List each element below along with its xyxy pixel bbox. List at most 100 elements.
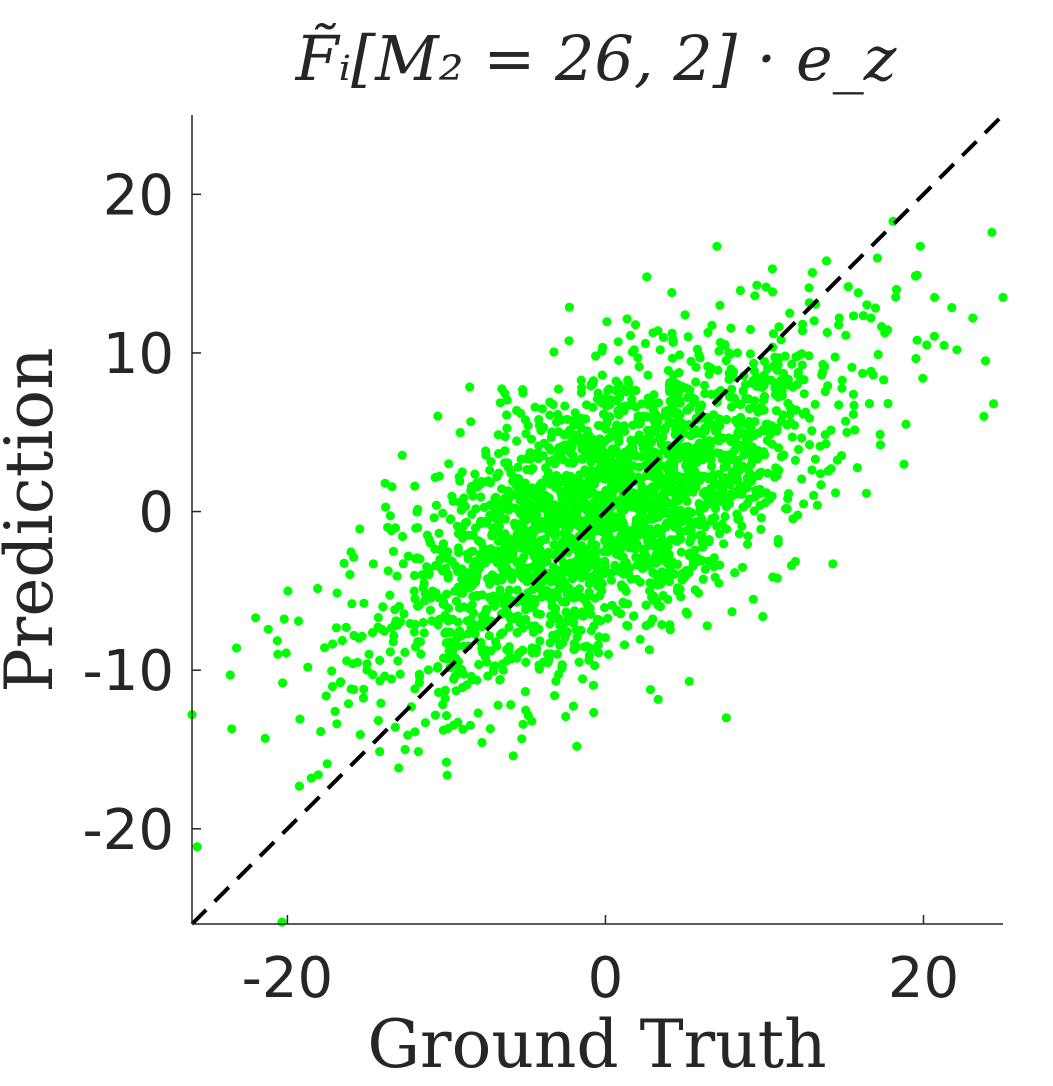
data-point xyxy=(359,598,369,608)
data-point xyxy=(797,360,807,370)
data-point xyxy=(500,514,510,524)
data-point xyxy=(712,448,722,458)
data-point xyxy=(494,449,504,459)
data-point xyxy=(589,497,599,507)
data-point xyxy=(595,490,605,501)
data-point xyxy=(493,517,503,527)
data-point xyxy=(768,329,779,339)
data-point xyxy=(345,569,355,580)
data-point xyxy=(387,482,397,492)
data-point xyxy=(428,586,438,596)
data-point xyxy=(518,645,528,655)
data-point xyxy=(807,268,818,278)
data-point xyxy=(684,676,694,687)
data-point xyxy=(744,476,754,486)
data-point xyxy=(762,435,772,446)
data-point xyxy=(725,392,736,402)
data-point xyxy=(691,362,701,372)
data-point xyxy=(563,458,574,468)
data-point xyxy=(554,614,564,624)
data-point xyxy=(373,622,383,632)
data-point xyxy=(688,451,698,461)
data-point xyxy=(628,420,638,430)
data-point xyxy=(355,524,365,534)
data-point xyxy=(667,467,677,477)
data-point xyxy=(504,554,514,565)
data-point xyxy=(375,655,385,666)
data-point xyxy=(512,628,522,638)
data-point xyxy=(776,416,787,426)
data-point xyxy=(484,631,494,641)
data-point xyxy=(341,622,351,633)
data-point xyxy=(586,381,596,391)
data-point xyxy=(376,698,386,708)
data-point xyxy=(530,402,540,412)
data-point xyxy=(593,648,604,658)
data-point xyxy=(410,684,420,694)
data-point xyxy=(771,406,782,416)
data-point xyxy=(566,446,576,456)
data-point xyxy=(673,583,683,593)
data-point xyxy=(823,381,833,391)
data-point xyxy=(612,420,622,430)
data-point xyxy=(952,345,962,355)
data-point xyxy=(830,488,841,498)
data-point xyxy=(468,608,479,618)
data-point xyxy=(768,572,778,582)
data-point xyxy=(420,718,430,728)
data-point xyxy=(445,514,455,525)
data-point xyxy=(804,440,815,450)
data-point xyxy=(466,671,476,682)
data-point xyxy=(630,320,641,330)
data-point xyxy=(689,518,699,528)
data-point xyxy=(524,498,534,508)
data-point xyxy=(283,586,293,596)
data-point xyxy=(458,724,468,734)
data-point xyxy=(616,567,626,578)
data-point xyxy=(691,377,701,387)
data-point xyxy=(688,397,698,407)
data-point xyxy=(502,423,512,433)
data-point xyxy=(545,410,555,420)
data-point xyxy=(667,353,678,363)
data-point xyxy=(659,474,669,484)
data-point xyxy=(497,497,507,507)
data-point xyxy=(480,652,491,663)
data-point xyxy=(553,427,564,437)
data-point xyxy=(522,577,532,587)
data-point xyxy=(680,310,690,320)
data-point xyxy=(485,465,495,475)
data-point xyxy=(481,645,491,655)
data-point xyxy=(509,612,519,623)
data-point xyxy=(448,614,458,625)
data-point xyxy=(454,603,465,613)
data-point xyxy=(520,687,531,697)
data-point xyxy=(631,552,641,563)
data-point xyxy=(629,489,639,499)
data-point xyxy=(584,470,594,480)
data-point xyxy=(510,543,520,553)
data-point xyxy=(685,385,695,395)
data-point xyxy=(564,586,574,597)
data-point xyxy=(412,507,422,517)
data-point xyxy=(600,603,610,613)
data-point xyxy=(493,430,503,440)
data-point xyxy=(480,548,490,558)
data-point xyxy=(703,474,714,484)
data-point xyxy=(672,534,683,544)
data-point xyxy=(876,322,887,332)
data-point xyxy=(425,605,435,615)
data-point xyxy=(492,641,502,652)
data-point xyxy=(313,583,323,594)
data-point xyxy=(457,467,467,477)
data-point xyxy=(683,332,693,342)
data-point xyxy=(722,414,732,425)
data-point xyxy=(519,597,529,607)
data-point xyxy=(721,355,731,366)
data-point xyxy=(411,523,421,533)
data-point xyxy=(787,359,797,369)
data-point xyxy=(477,737,487,748)
data-point xyxy=(430,710,440,720)
data-point xyxy=(577,674,588,684)
data-point xyxy=(546,577,556,587)
